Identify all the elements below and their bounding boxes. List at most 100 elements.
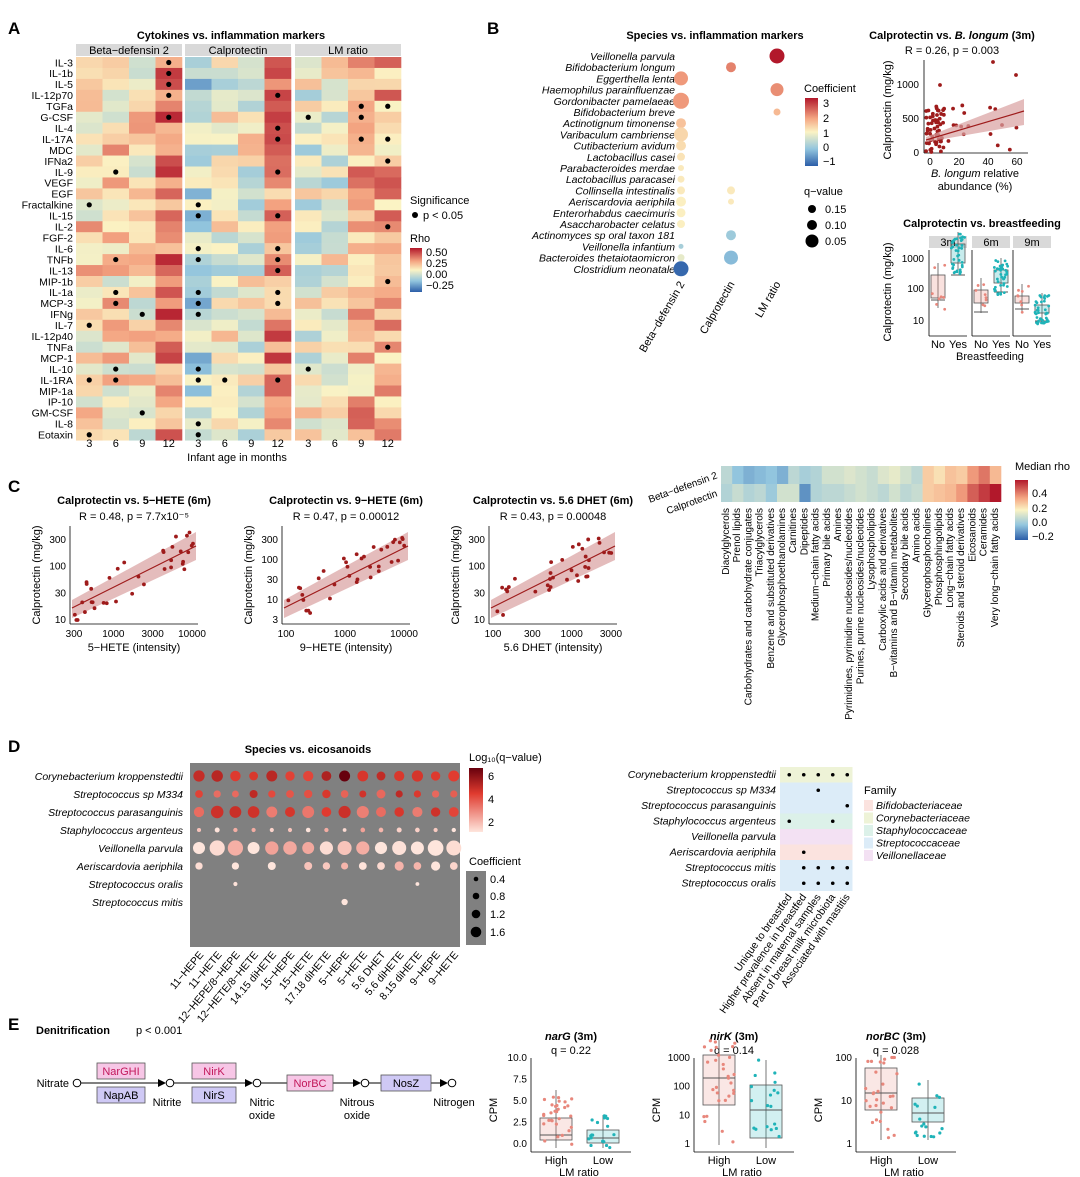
- panel-e-box-point: [888, 1094, 892, 1099]
- panel-e-box-point: [554, 1104, 558, 1109]
- panel-a-sig-dot: [385, 224, 391, 230]
- panel-d-dot: [302, 842, 315, 854]
- panel-a-sig-dot: [195, 289, 201, 296]
- panel-c-heat-cell: [889, 484, 901, 502]
- panel-e-box-point: [940, 1127, 944, 1131]
- panel-e-box-point: [891, 1094, 895, 1098]
- panel-e-box-point: [777, 1134, 781, 1139]
- panel-d-dot: [394, 807, 404, 817]
- panel-c-scatter-point: [389, 560, 394, 564]
- panel-b-dot: [676, 208, 686, 218]
- panel-e-box-ytick: 10.0: [508, 1053, 528, 1064]
- panel-d-trait-dot: [816, 865, 821, 870]
- panel-b-scatter-stat: R = 0.26, p = 0.003: [905, 45, 999, 57]
- panel-c-scatter-point: [560, 557, 565, 562]
- panel-a-heat-cell: [295, 429, 322, 441]
- panel-a-heat-cell: [155, 429, 183, 441]
- panel-a-facet-strip: [295, 44, 401, 56]
- panel-a-heat-cell: [76, 232, 103, 244]
- panel-c-scatter-point: [371, 545, 376, 549]
- panel-a-heat-cell: [321, 418, 349, 430]
- panel-d-dot: [286, 790, 294, 798]
- panel-e-box-point: [727, 1094, 731, 1098]
- panel-a-heat-cell: [129, 396, 156, 408]
- panel-d-dot: [324, 827, 329, 833]
- panel-b-box-point: [1040, 300, 1043, 304]
- panel-a-row-label: IL-2: [55, 222, 73, 234]
- panel-c-scatter-point: [185, 533, 189, 538]
- panel-d-dot: [341, 898, 348, 906]
- panel-d-dot: [431, 790, 440, 798]
- panel-c-scatter-point: [354, 552, 359, 557]
- panel-d-dot: [211, 770, 223, 782]
- panel-e-box-point: [773, 1071, 777, 1075]
- panel-a-heat-cell: [185, 330, 212, 342]
- panel-a-heat-cell: [321, 352, 349, 364]
- panel-e-box-ytick: 1: [846, 1139, 852, 1150]
- panel-a-heat-cell: [238, 341, 265, 353]
- panel-e-box-group-label: Low: [593, 1155, 613, 1167]
- panel-c-heat-col-label: Glycerophosphoethanolamines: [777, 508, 788, 646]
- panel-a-heat-cell: [321, 122, 349, 134]
- panel-d-species-label: Streptococcus mitis: [92, 897, 184, 909]
- panel-c-heat-col-label: Lysophospholipids: [867, 508, 878, 590]
- panel-a-heat-cell: [155, 122, 183, 134]
- panel-b-box-group-label: Yes: [992, 339, 1010, 351]
- panel-a-age-label: 9: [139, 438, 145, 450]
- panel-c-scatter-point: [162, 567, 167, 571]
- panel-c-heat-cell: [855, 466, 867, 484]
- panel-d-trait-species-label: Corynebacterium kroppenstedtii: [628, 769, 777, 781]
- panel-d: D Species vs. eicosanoids Corynebacteriu…: [8, 737, 970, 1026]
- panel-a-heat-cell: [155, 243, 183, 255]
- panel-b-box-ytick-2: 10: [913, 316, 925, 327]
- panel-d-trait-row-bg: [780, 782, 853, 798]
- panel-a-heat-cell: [348, 352, 375, 364]
- panel-a-heat-cell: [76, 210, 103, 222]
- panel-a-heat-cell: [238, 330, 265, 342]
- panel-a-heat-cell: [264, 330, 292, 342]
- panel-b-scatter-xtick-3: 60: [1011, 157, 1023, 168]
- panel-a-sig-dot: [195, 377, 201, 383]
- panel-c-scatter-point: [115, 566, 120, 571]
- panel-e-box-ytick: 10: [679, 1110, 691, 1121]
- panel-a-sig-dot: [113, 169, 119, 175]
- panel-a-heat-cell: [238, 385, 265, 397]
- panel-a-heat-cell: [264, 385, 292, 397]
- panel-d-family-swatch: [864, 850, 873, 861]
- panel-b-scatter-point: [995, 143, 1000, 148]
- panel-d-dot: [209, 840, 225, 856]
- panel-d-dot: [285, 771, 295, 781]
- panel-e-box-point: [702, 1115, 706, 1119]
- panel-c-heat-cell: [978, 484, 991, 502]
- panel-e-enzyme-box: [191, 1062, 237, 1080]
- panel-b-box-xlabel: Breastfeeding: [956, 351, 1024, 363]
- panel-d-family-label: Bifidobacteriaceae: [876, 800, 963, 812]
- panel-e-compound-node: [72, 1078, 82, 1088]
- panel-b-dot: [674, 127, 688, 142]
- panel-e-box-point: [920, 1124, 924, 1128]
- panel-a-row-label: IL-15: [49, 211, 73, 223]
- panel-c-scatter-xtick: 1000: [561, 629, 584, 640]
- panel-c-scatter-point: [379, 547, 384, 552]
- panel-b-box-point: [951, 240, 955, 244]
- panel-b-marker-label: Calprotectin: [698, 280, 738, 337]
- panel-a-significance-title: Significance: [410, 195, 469, 207]
- panel-a-heat-cell: [238, 352, 265, 364]
- panel-a-sig-dot: [385, 103, 391, 109]
- panel-e-box-point: [769, 1104, 773, 1108]
- panel-b-box-point: [974, 288, 978, 292]
- panel-b-scatter-point: [937, 116, 942, 121]
- panel-c-scatter-point: [583, 565, 588, 569]
- panel-d-trait-row-bg: [780, 844, 853, 860]
- panel-a-heat-cell: [238, 407, 265, 419]
- panel-b-box-group-label: Yes: [949, 339, 967, 351]
- panel-d-trait-species-label: Staphylococcus argenteus: [653, 816, 777, 828]
- panel-a-heat-cell: [348, 144, 375, 156]
- panel-e-box-point: [721, 1062, 725, 1067]
- panel-c-scatter-fit: [283, 545, 409, 609]
- panel-b-species-label: Cutibacterium avidum: [573, 141, 675, 153]
- panel-d-coef-dot-2: [471, 909, 481, 919]
- panel-c-scatter-ci: [491, 532, 615, 618]
- panel-c-heat-cell: [732, 466, 744, 484]
- panel-a-heat-cell: [102, 232, 130, 244]
